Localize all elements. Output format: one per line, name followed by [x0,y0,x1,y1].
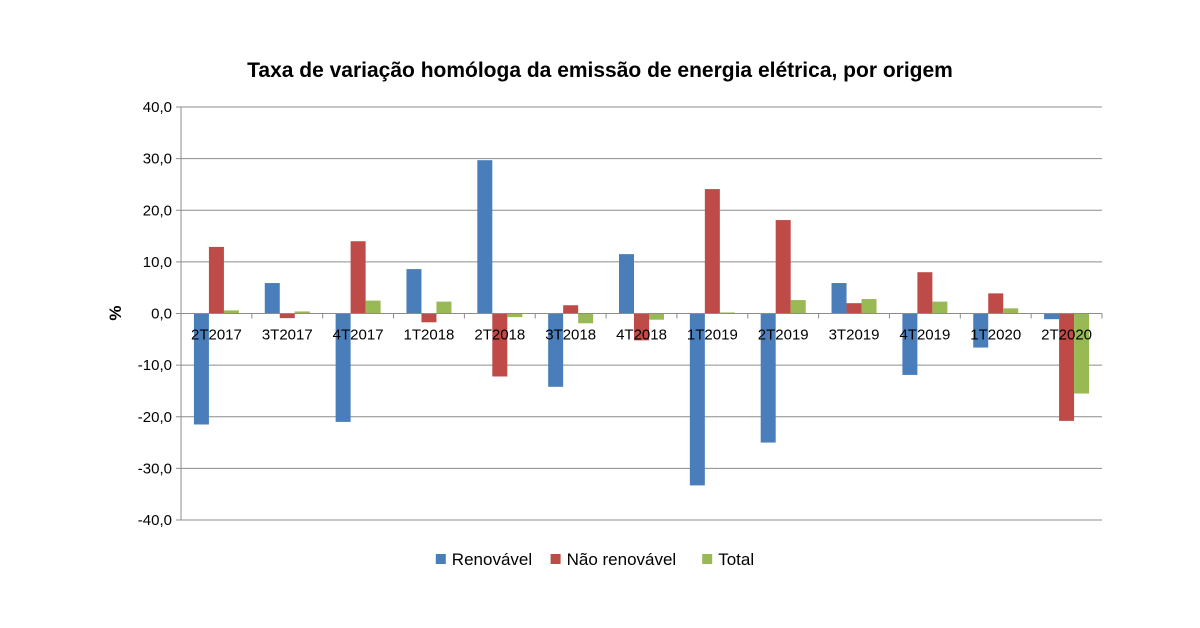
legend-swatch [702,554,713,564]
bar-1T2019-0 [689,313,705,486]
y-tick-label: 10,0 [143,254,172,271]
bar-1T2018-2 [436,301,452,314]
bar-4T2017-2 [365,300,381,314]
bar-4T2017-1 [350,241,366,314]
bar-1T2019-2 [719,312,735,314]
bar-3T2018-1 [563,305,579,314]
y-tick-label: -20,0 [138,409,172,426]
legend-label: Não renovável [567,550,677,569]
x-tick-label: 3T2018 [545,327,596,344]
bar-1T2019-1 [704,189,720,314]
bar-4T2019-2 [932,301,948,314]
bar-1T2020-1 [988,293,1004,314]
bar-3T2018-2 [578,313,594,324]
bar-3T2018-0 [548,313,564,387]
bar-4T2017-0 [335,313,351,422]
legend: Renovável Não renovável Total [435,550,754,569]
x-tick-label: 1T2020 [970,327,1021,344]
bar-2T2019-2 [790,300,806,314]
bar-3T2019-2 [861,299,877,314]
y-tick-label: -10,0 [138,357,172,374]
y-tick-labels: 40,0 30,0 20,0 10,0 0,0 -10,0 -20,0 -30,0 -40,0 [138,99,172,529]
y-tick-label: 20,0 [143,202,172,219]
bar-2T2020-2 [1074,313,1090,394]
bar-3T2019-0 [831,283,847,314]
x-tick-labels: 2T2017 3T2017 4T2017 1T2018 2T2018 3T2018 4T20… [191,327,1092,344]
legend-label: Total [718,550,754,569]
bar-2T2018-1 [492,313,508,377]
x-tick-label: 2T2017 [191,327,242,344]
bar-4T2019-0 [902,313,918,375]
x-tick-label: 4T2019 [899,327,950,344]
bars [193,160,1090,486]
bar-2T2020-1 [1059,313,1075,421]
x-tick-label: 3T2017 [262,327,313,344]
y-axis-label: % [106,305,125,320]
chart-title: Taxa de variação homóloga da emissão de … [247,59,953,82]
bar-1T2018-0 [406,269,422,314]
legend-swatch [550,554,561,564]
bar-1T2018-1 [421,313,437,323]
x-tick-label: 1T2018 [404,327,455,344]
bar-3T2019-1 [846,303,862,314]
y-tick-label: -40,0 [138,512,172,529]
bar-2T2019-0 [760,313,776,443]
x-tick-label: 1T2019 [687,327,738,344]
bar-1T2020-2 [1003,308,1019,314]
axes [180,107,1103,520]
bar-4T2018-2 [649,313,664,320]
x-tick-label: 2T2018 [474,327,525,344]
bar-1T2020-0 [973,313,989,348]
bar-4T2018-1 [634,313,649,341]
bar-3T2017-0 [264,283,280,314]
bar-2T2020-0 [1044,313,1060,320]
x-tick-label: 2T2019 [758,327,809,344]
legend-label: Renovável [452,550,532,569]
bar-3T2017-1 [279,313,295,319]
bar-2T2017-0 [193,313,209,425]
bar-2T2018-0 [477,160,493,314]
y-tick-label: -30,0 [138,460,172,477]
bar-2T2017-1 [208,246,224,314]
y-tick-label: 0,0 [151,306,172,323]
legend-swatch [435,554,446,564]
y-tick-label: 30,0 [143,151,172,168]
bar-2T2018-2 [507,313,523,318]
bar-4T2018-0 [619,254,634,314]
x-tick-label: 4T2017 [333,327,384,344]
bar-4T2019-1 [917,272,933,314]
x-tick-label: 4T2018 [616,327,667,344]
bar-2T2017-2 [223,310,239,314]
bar-3T2017-2 [294,311,310,314]
x-tick-label: 2T2020 [1041,327,1092,344]
x-tick-label: 3T2019 [829,327,880,344]
bar-2T2019-1 [775,220,791,314]
y-tick-label: 40,0 [143,99,172,116]
